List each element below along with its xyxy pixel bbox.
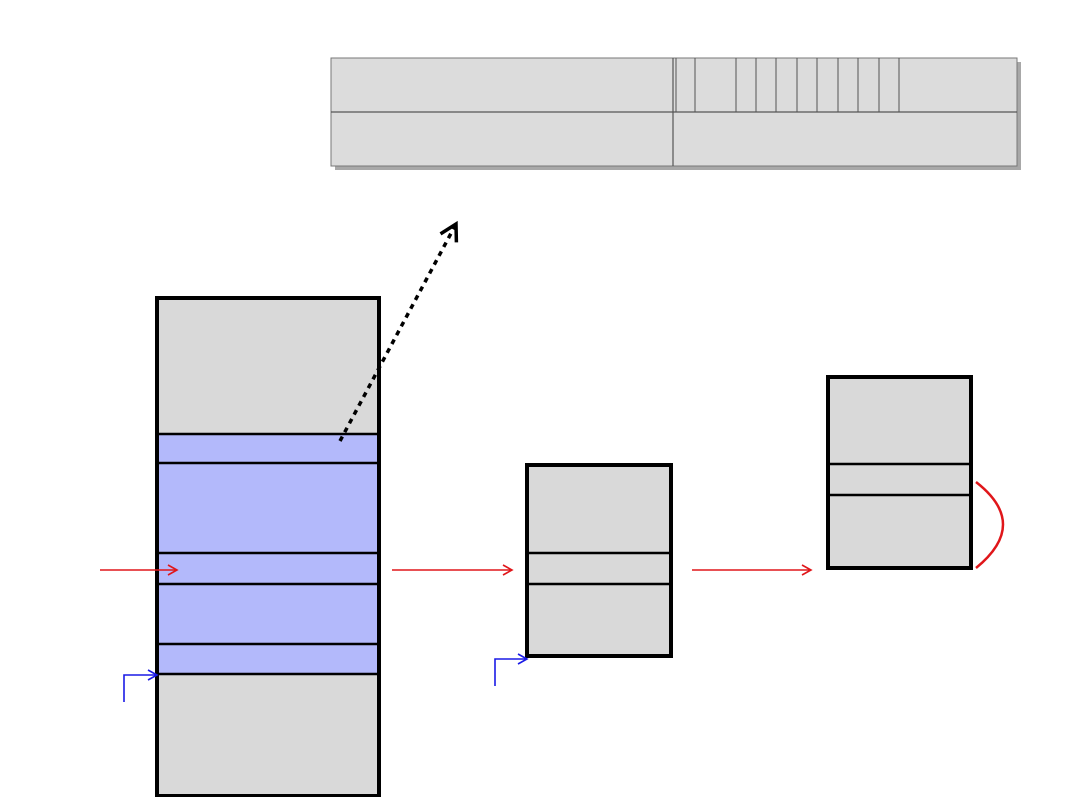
- gdtr-arrow: [494, 653, 529, 686]
- code-segment: [692, 375, 1005, 576]
- physical-memory: [100, 220, 459, 797]
- idtr-arrow: [123, 669, 159, 702]
- gdt-block: [525, 463, 673, 658]
- gdt: [392, 463, 673, 686]
- gate-descriptor: [330, 57, 1021, 170]
- offset-bracket: [975, 481, 1005, 569]
- code-segment-block: [826, 375, 973, 570]
- descriptor-pointer-arrow: [338, 220, 459, 442]
